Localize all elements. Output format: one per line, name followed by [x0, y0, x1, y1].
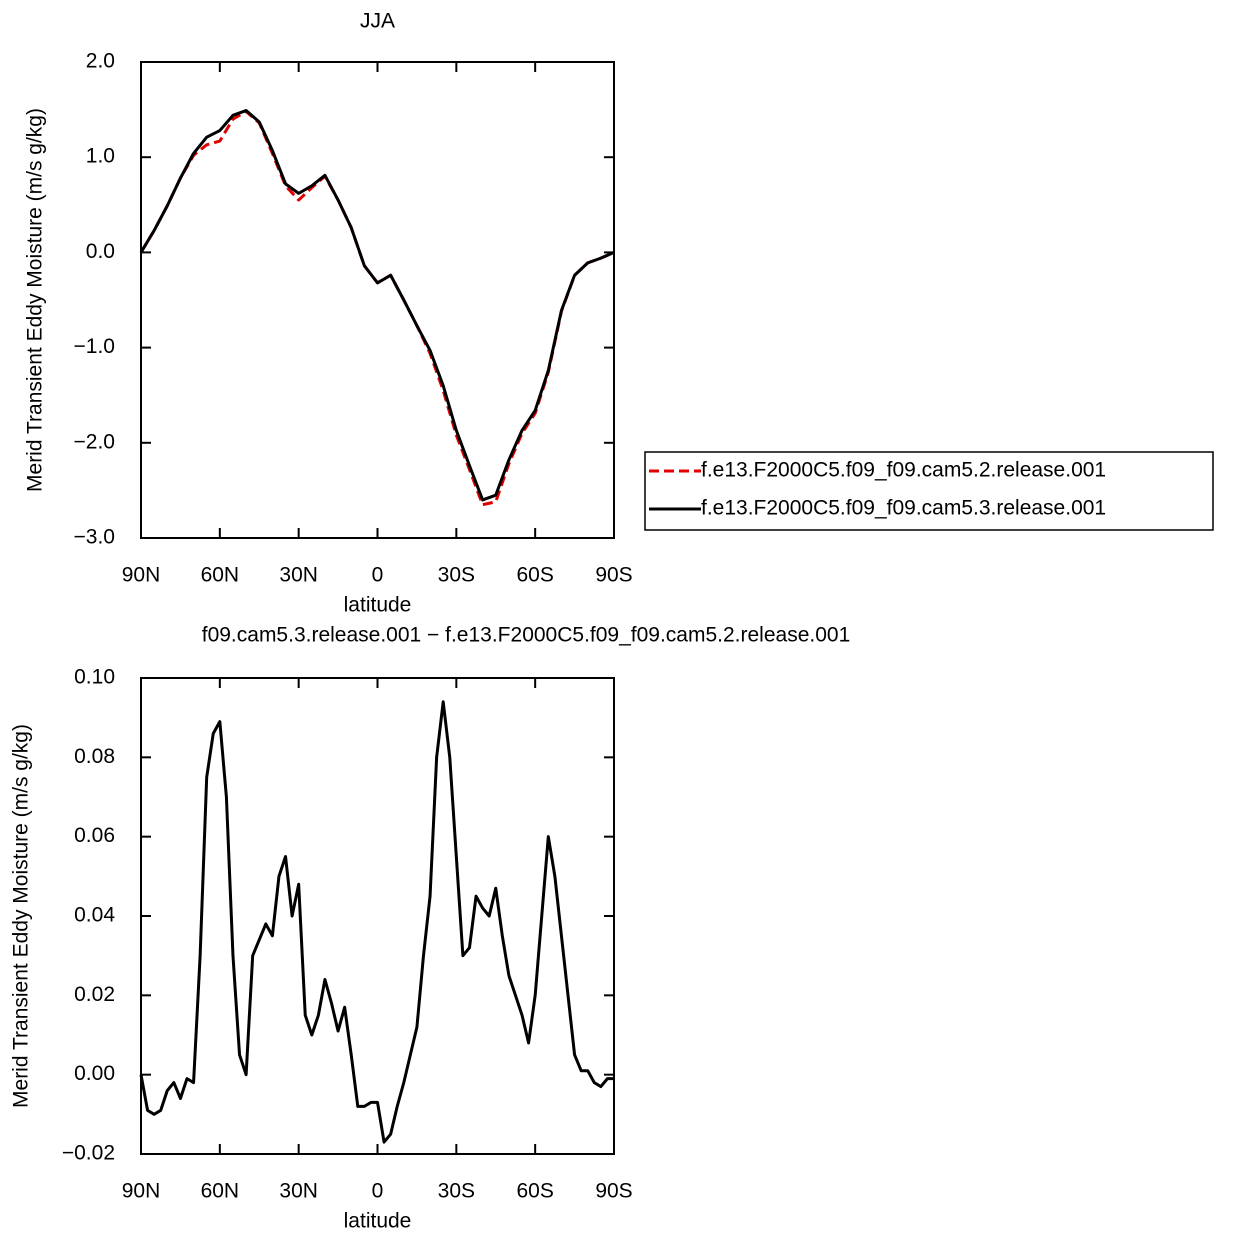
y-tick-label: −0.02 — [62, 1142, 115, 1165]
x-axis-label: latitude — [344, 1210, 412, 1233]
x-tick-label: 60S — [516, 1180, 553, 1203]
y-tick-label: 0.04 — [74, 904, 115, 927]
x-tick-label: 90N — [122, 1180, 161, 1203]
x-tick-label: 0 — [372, 564, 384, 587]
x-tick-label: 30S — [438, 564, 475, 587]
y-tick-label: 0.00 — [74, 1062, 115, 1085]
y-tick-label: −3.0 — [74, 526, 115, 549]
y-tick-label: 2.0 — [86, 50, 115, 73]
x-tick-label: 60S — [516, 564, 553, 587]
x-tick-label: 60N — [201, 564, 240, 587]
y-tick-label: −1.0 — [74, 335, 115, 358]
plot-frame — [140, 61, 615, 539]
x-tick-label: 30N — [279, 1180, 318, 1203]
y-tick-label: 0.10 — [74, 666, 115, 689]
line-series — [139, 110, 615, 507]
y-tick-label: 0.08 — [74, 745, 115, 768]
legend-label: f.e13.F2000C5.f09_f09.cam5.2.release.001 — [701, 459, 1106, 482]
x-tick-label: 90N — [122, 564, 161, 587]
x-tick-label: 60N — [201, 1180, 240, 1203]
x-axis-label: latitude — [344, 594, 412, 617]
legend-box — [644, 451, 1214, 531]
y-tick-label: 1.0 — [86, 145, 115, 168]
chart-title: JJA — [360, 10, 395, 33]
y-tick-label: 0.0 — [86, 240, 115, 263]
y-tick-label: −2.0 — [74, 430, 115, 453]
y-axis-label: Merid Transient Eddy Moisture (m/s g/kg) — [10, 724, 33, 1108]
x-tick-label: 0 — [372, 1180, 384, 1203]
legend-label: f.e13.F2000C5.f09_f09.cam5.3.release.001 — [701, 497, 1106, 520]
y-tick-label: 0.02 — [74, 983, 115, 1006]
chart-title: f09.cam5.3.release.001 − f.e13.F2000C5.f… — [202, 624, 851, 647]
line-series — [139, 700, 614, 1144]
x-tick-label: 30N — [279, 564, 318, 587]
y-tick-label: 0.06 — [74, 824, 115, 847]
x-tick-label: 30S — [438, 1180, 475, 1203]
line-series — [139, 109, 615, 502]
y-axis-label: Merid Transient Eddy Moisture (m/s g/kg) — [24, 108, 47, 492]
x-tick-label: 90S — [595, 564, 632, 587]
x-tick-label: 90S — [595, 1180, 632, 1203]
plot-frame — [140, 677, 615, 1155]
